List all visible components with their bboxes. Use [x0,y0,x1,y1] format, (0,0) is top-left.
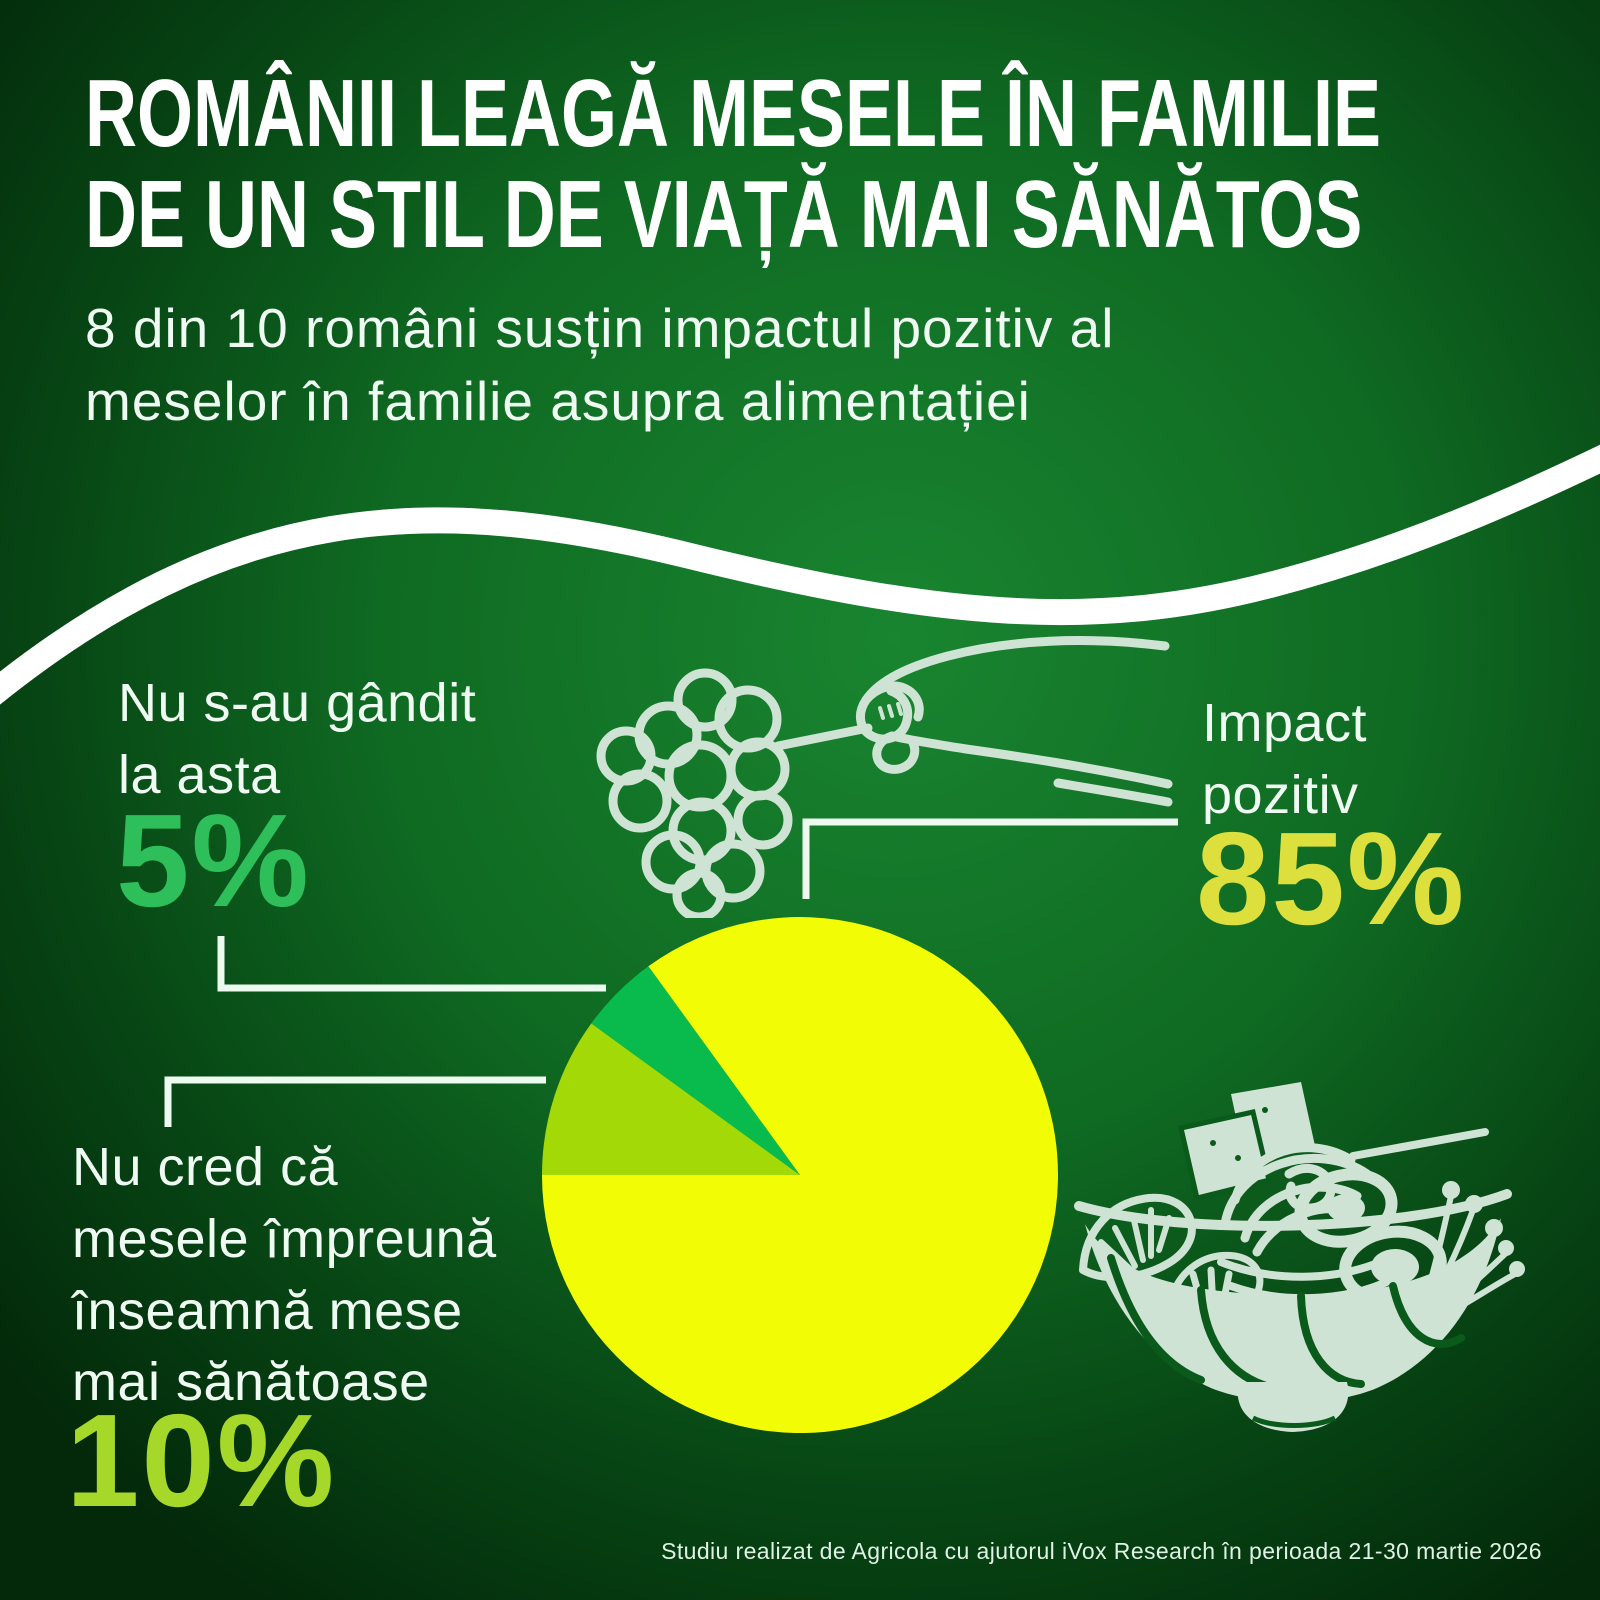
page-subtitle: 8 din 10 români susțin impactul pozitiv … [85,292,1114,437]
callout-not-thought: Nu s-au gândit la asta [118,668,476,812]
value-10-percent: 10% [66,1387,337,1534]
footer-note: Studiu realizat de Agricola cu ajutorul … [661,1538,1542,1564]
callout-line-10 [164,1076,546,1127]
hand-grapes-illustration [596,636,1173,918]
title-line-2: DE UN STIL DE VIAȚĂ MAI SĂNĂTOS [85,160,1363,268]
callout-positive-line-1: Impact [1202,693,1368,753]
subtitle-line-2: meselor în familie asupra alimentației [85,369,1031,432]
food-bowl-illustration [1074,1082,1525,1432]
pie-slice [591,966,800,1175]
pie-chart [541,917,1058,1434]
callout-dont-believe-line-1: Nu cred că [72,1137,339,1197]
subtitle-line-1: 8 din 10 români susțin impactul pozitiv … [85,297,1115,359]
callout-not-thought-line-1: Nu s-au gândit [118,673,477,733]
pie-slice [542,1023,800,1175]
value-5-percent: 5% [116,787,311,934]
callout-dont-believe-line-2: mesele împreună [72,1208,497,1269]
value-85-percent: 85% [1196,805,1467,952]
callout-positive-line-2: pozitiv [1202,764,1359,825]
callout-line-85 [802,818,1178,899]
callout-dont-believe-line-4: mai sănătoase [72,1352,430,1413]
callout-dont-believe-line-3: înseamnă mese [72,1280,463,1341]
page-title: ROMÂNII LEAGĂ MESELE ÎN FAMILIE DE UN ST… [85,60,1382,268]
callout-not-thought-line-2: la asta [118,744,281,805]
callout-dont-believe: Nu cred că mesele împreună înseamnă mese… [72,1132,497,1419]
pie-svg [541,917,1058,1434]
title-line-1: ROMÂNII LEAGĂ MESELE ÎN FAMILIE [85,60,1382,167]
pie-slice [541,917,1058,1434]
callout-positive: Impact pozitiv [1202,688,1367,832]
